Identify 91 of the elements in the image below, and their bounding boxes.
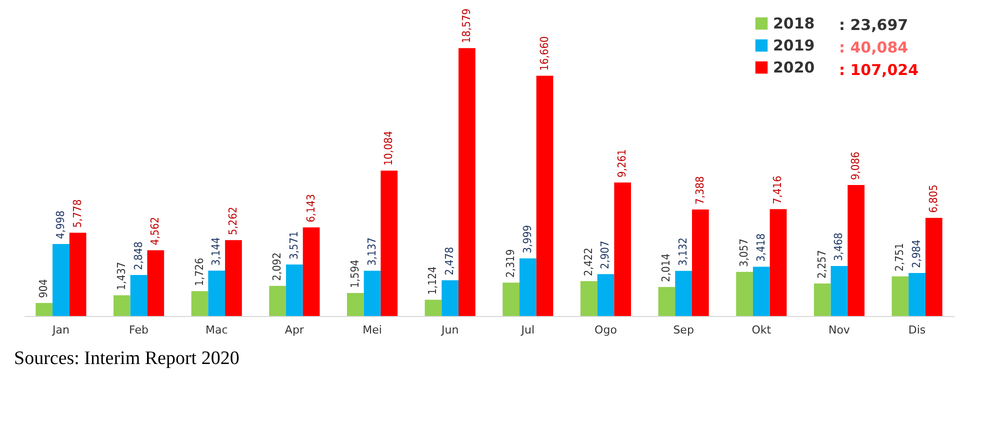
bar — [925, 218, 942, 316]
bar — [380, 170, 398, 316]
bar — [208, 270, 226, 316]
bar — [892, 276, 909, 316]
bar — [364, 270, 381, 316]
x-tick-label: Mei — [362, 324, 382, 336]
bar — [69, 232, 86, 316]
bar — [908, 272, 926, 316]
data-label: 2,751 — [893, 243, 906, 272]
bar — [770, 209, 787, 316]
bar — [536, 76, 554, 316]
data-label: 1,726 — [192, 258, 206, 286]
data-label: 3,999 — [520, 225, 534, 254]
legend-label: 2019 — [773, 36, 815, 54]
x-tick-label: Ogo — [594, 324, 618, 336]
bar — [502, 282, 520, 316]
bar — [658, 286, 676, 316]
bar — [736, 272, 753, 316]
data-label: 10,084 — [382, 130, 396, 166]
x-tick-label: Dis — [908, 324, 926, 336]
data-label: 1,124 — [426, 266, 440, 295]
annotation: : 107,024 — [839, 61, 919, 79]
bar — [52, 244, 70, 316]
data-label: 2,478 — [443, 246, 456, 276]
annotation: : 40,084 — [839, 38, 908, 56]
data-label: 2,257 — [815, 250, 828, 278]
source-note: Sources: Interim Report 2020 — [14, 348, 240, 369]
data-label: 2,848 — [132, 242, 145, 270]
x-tick-label: Jul — [520, 324, 535, 336]
bar — [580, 281, 598, 316]
data-label: 1,437 — [114, 262, 128, 290]
data-label: 3,137 — [365, 237, 378, 266]
bar — [458, 48, 476, 316]
bar — [286, 264, 303, 316]
data-label: 3,418 — [754, 233, 768, 262]
x-tick-label: Feb — [129, 324, 149, 336]
x-tick-label: Okt — [752, 324, 772, 336]
legend-label: 2020 — [773, 58, 815, 76]
bar — [424, 300, 442, 316]
data-label: 16,660 — [538, 36, 551, 71]
data-label: 4,562 — [148, 216, 162, 246]
data-label: 2,984 — [910, 240, 924, 268]
data-label: 9,261 — [616, 149, 629, 178]
data-label: 3,468 — [832, 232, 846, 261]
bar — [302, 227, 320, 316]
data-label: 2,422 — [582, 248, 595, 276]
data-label: 6,143 — [304, 194, 318, 222]
x-tick-label: Mac — [205, 324, 228, 336]
x-tick-label: Apr — [284, 324, 304, 336]
data-label: 6,805 — [926, 184, 940, 213]
data-label: 4,998 — [54, 210, 67, 239]
bar — [346, 293, 364, 316]
bar — [114, 295, 130, 316]
x-tick-label: Jan — [51, 324, 70, 336]
bar — [191, 291, 208, 316]
data-label: 1,594 — [348, 260, 362, 288]
data-label: 2,319 — [504, 249, 518, 278]
data-label: 2,014 — [660, 254, 673, 282]
bar — [269, 286, 286, 316]
data-label: 3,571 — [287, 231, 300, 260]
bar — [614, 182, 632, 316]
bar — [442, 280, 459, 316]
legend-label: 2018 — [773, 14, 815, 32]
bar — [36, 302, 53, 316]
data-label: 3,132 — [676, 238, 690, 266]
data-label: 9,086 — [849, 152, 862, 180]
data-label: 7,388 — [693, 176, 706, 204]
bar — [692, 209, 709, 316]
data-label: 904 — [37, 279, 50, 298]
bar — [848, 185, 864, 316]
x-tick-label: Sep — [673, 324, 694, 336]
bar — [830, 266, 848, 316]
bar — [519, 258, 536, 316]
data-label: 7,416 — [771, 176, 784, 204]
data-label: 3,144 — [210, 237, 223, 266]
bar — [225, 240, 242, 316]
data-label: 2,907 — [598, 240, 612, 270]
bar — [130, 274, 148, 316]
data-label: 5,262 — [226, 206, 240, 236]
data-label: 5,778 — [70, 199, 84, 228]
bar — [597, 274, 614, 316]
data-label: 18,579 — [460, 8, 473, 44]
x-tick-label: Nov — [828, 324, 850, 336]
bar — [675, 270, 692, 316]
text: : 23,697 — [839, 16, 908, 34]
data-label: 3,057 — [738, 238, 751, 267]
bar — [752, 266, 770, 316]
bar — [814, 283, 831, 316]
x-tick-label: Jun — [440, 324, 459, 336]
bar — [147, 250, 164, 316]
data-label: 2,092 — [270, 252, 284, 281]
